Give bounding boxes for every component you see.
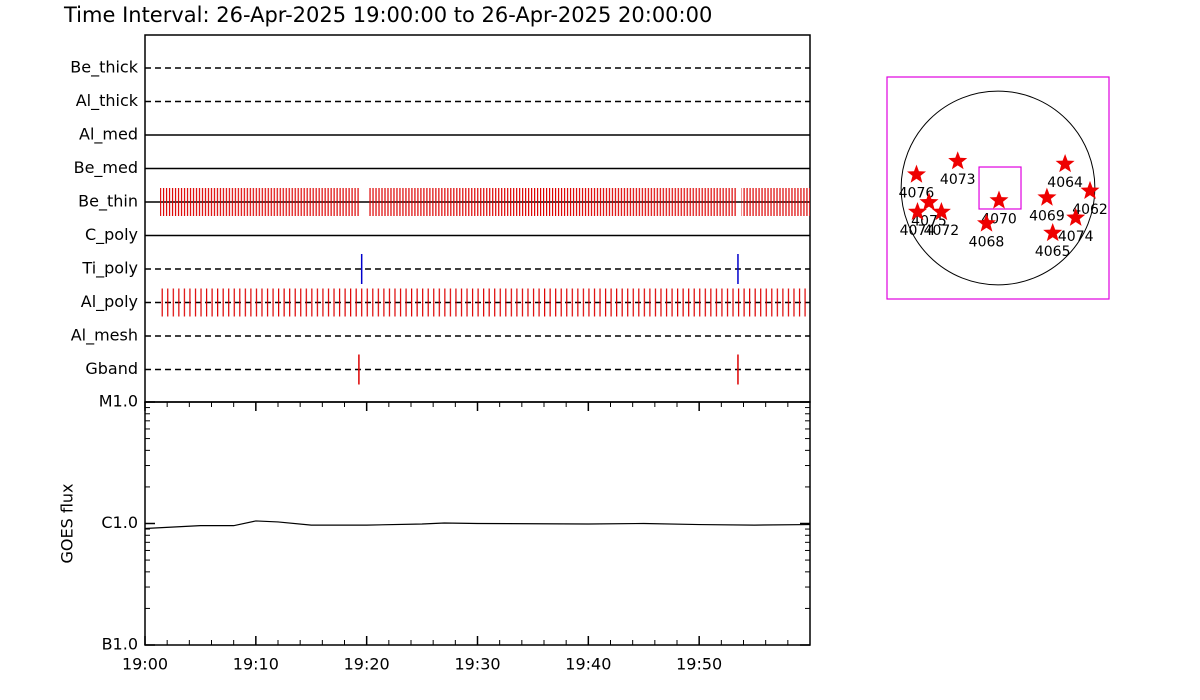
x-tick-label: 19:10	[233, 655, 279, 674]
region-label: 4065	[1035, 244, 1071, 260]
y-axis-title: GOES flux	[58, 483, 77, 563]
filter-label: Al_med	[79, 125, 138, 145]
y-tick-label: C1.0	[101, 513, 138, 532]
x-tick-label: 19:50	[676, 655, 722, 674]
region-star	[907, 164, 926, 183]
region-star	[908, 202, 927, 221]
chart-title: Time Interval: 26-Apr-2025 19:00:00 to 2…	[63, 3, 712, 27]
exposure-span	[368, 188, 737, 216]
x-tick-label: 19:40	[565, 655, 611, 674]
x-tick-label: 19:20	[344, 655, 390, 674]
region-label: 4069	[1029, 209, 1065, 225]
x-tick-label: 19:00	[122, 655, 168, 674]
filter-label: Al_poly	[81, 292, 138, 312]
region-star	[1043, 223, 1063, 242]
panel-frame	[144, 34, 811, 403]
region-label: 4072	[924, 223, 960, 239]
filter-label: Gband	[85, 359, 138, 378]
region-star	[1080, 180, 1100, 199]
region-star	[931, 202, 951, 221]
filter-label: Be_thick	[70, 58, 138, 78]
region-star	[919, 192, 939, 211]
field-of-view	[978, 166, 1022, 210]
region-label: 4068	[969, 235, 1005, 251]
region-star	[1055, 154, 1075, 173]
filter-label: Be_thin	[78, 192, 138, 212]
region-label: 4074	[1058, 229, 1094, 245]
region-star	[1066, 207, 1086, 226]
exposure-span	[741, 188, 810, 216]
filter-label: Ti_poly	[81, 259, 138, 279]
region-label: 4064	[1047, 175, 1083, 191]
filter-label: Al_mesh	[71, 326, 138, 346]
region-label: 4074	[900, 223, 936, 239]
filter-label: Be_med	[74, 158, 138, 178]
region-star	[948, 151, 968, 170]
region-label: 4076	[899, 186, 935, 202]
region-label: 4073	[940, 172, 976, 188]
y-tick-label: B1.0	[102, 635, 138, 654]
region-star	[1037, 187, 1057, 206]
exposure-span	[160, 288, 808, 317]
region-star	[977, 213, 996, 232]
flux-line	[144, 520, 811, 530]
region-star	[989, 190, 1009, 209]
filter-label: Al_thick	[76, 91, 139, 111]
map-frame	[886, 76, 1110, 300]
y-tick-label: M1.0	[99, 392, 138, 411]
filter-label: C_poly	[85, 225, 138, 245]
x-tick-label: 19:30	[454, 655, 500, 674]
region-label: 4062	[1072, 202, 1108, 218]
exposure-span	[160, 188, 361, 216]
